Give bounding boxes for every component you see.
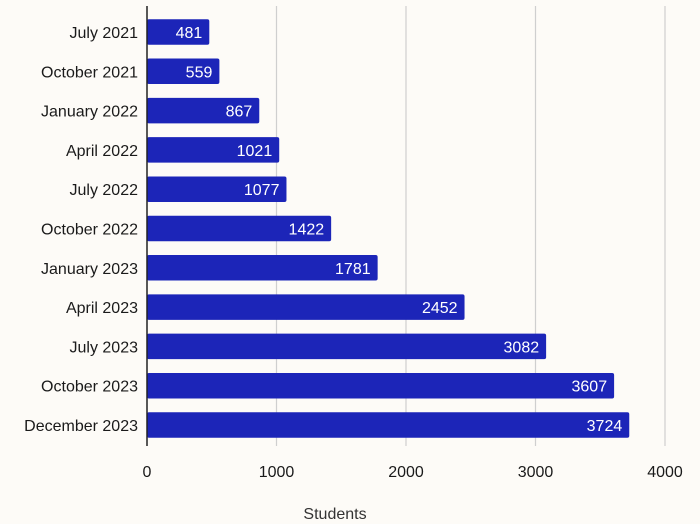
x-tick-label: 2000 bbox=[388, 464, 424, 481]
x-tick-labels: 0 1000 2000 3000 4000 bbox=[143, 464, 683, 481]
bar-value-label: 481 bbox=[176, 25, 203, 42]
bar bbox=[147, 372, 615, 399]
bar-value-label: 1077 bbox=[244, 182, 280, 199]
bar-value-label: 867 bbox=[226, 104, 253, 121]
bar bbox=[147, 97, 260, 124]
category-label: April 2022 bbox=[66, 143, 138, 160]
bar bbox=[147, 58, 220, 85]
bar-value-label: 3607 bbox=[572, 379, 608, 396]
x-tick-label: 1000 bbox=[259, 464, 295, 481]
category-label: October 2023 bbox=[41, 379, 138, 396]
x-tick-label: 4000 bbox=[647, 464, 683, 481]
bar bbox=[147, 294, 465, 320]
category-labels: July 2021 October 2021 January 2022 April 2… bbox=[24, 25, 138, 435]
bar bbox=[147, 19, 210, 45]
bar bbox=[147, 176, 287, 202]
bar bbox=[147, 333, 547, 360]
category-label: January 2023 bbox=[41, 261, 138, 278]
bar bbox=[147, 255, 378, 281]
bar-value-label: 1422 bbox=[289, 222, 325, 239]
category-label: January 2022 bbox=[41, 104, 138, 121]
x-tick-label: 0 bbox=[143, 464, 152, 481]
category-label: July 2022 bbox=[70, 182, 139, 199]
category-label: October 2021 bbox=[41, 64, 138, 81]
x-tick-label: 3000 bbox=[518, 464, 554, 481]
bar-value-label: 1021 bbox=[237, 143, 273, 160]
bar-value-label: 3082 bbox=[504, 339, 540, 356]
bar-value-label: 2452 bbox=[422, 300, 458, 317]
bar-value-label: 1781 bbox=[335, 261, 371, 278]
category-label: July 2021 bbox=[70, 25, 139, 42]
bar bbox=[147, 215, 332, 242]
bar bbox=[147, 412, 630, 438]
category-label: April 2023 bbox=[66, 300, 138, 317]
bar bbox=[147, 137, 280, 163]
category-label: October 2022 bbox=[41, 222, 138, 239]
category-label: December 2023 bbox=[24, 418, 138, 435]
category-label: July 2023 bbox=[70, 339, 139, 356]
bar-value-label: 3724 bbox=[587, 418, 623, 435]
x-axis-title: Students bbox=[303, 506, 366, 523]
bar-value-label: 559 bbox=[186, 64, 213, 81]
bars: 481 559 867 1021 1077 1422 1781 2452 3082 3607 372… bbox=[147, 19, 630, 438]
